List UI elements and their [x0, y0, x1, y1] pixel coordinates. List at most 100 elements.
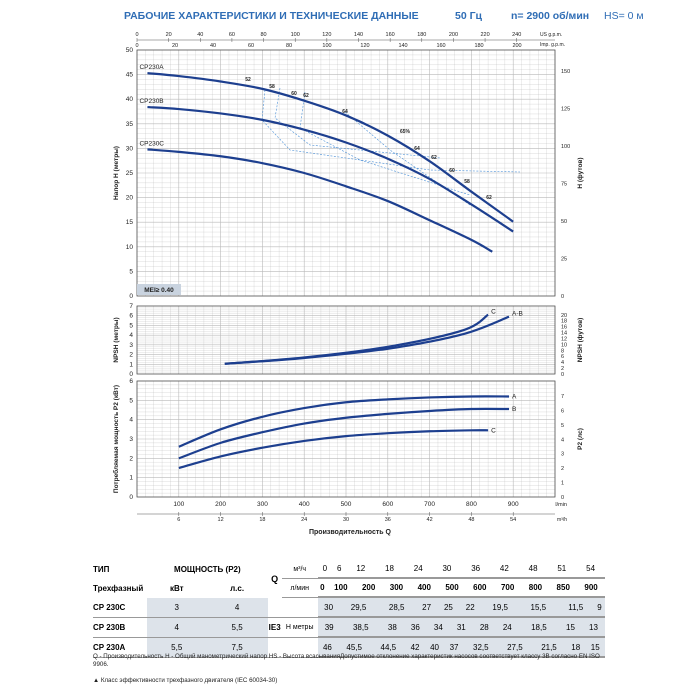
power-hp: 7,5 [206, 637, 268, 658]
head-value: 28,5 [377, 598, 416, 617]
unit-lmin: л/мин [281, 578, 318, 598]
efficiency-label: 62 [431, 155, 437, 161]
y-tick-label-right: 150 [561, 69, 570, 75]
unit-m3: м³/ч [281, 560, 318, 579]
head-value: 38,5 [340, 618, 381, 637]
q-value: 30 [432, 560, 462, 578]
x-tick-label: 600 [382, 501, 393, 508]
efficiency-label: 64 [342, 109, 348, 115]
impgpm-tick-label: 180 [474, 43, 483, 49]
h-label: H метры [281, 617, 318, 638]
usgpm-tick-label: 60 [229, 32, 235, 38]
x-tick-label: 300 [257, 501, 268, 508]
q-value: 900 [577, 579, 605, 597]
plot-frame [136, 380, 556, 498]
y-tick-label: 3 [129, 436, 133, 443]
head-value: 15,5 [519, 598, 558, 617]
y-tick-label-right: 1 [561, 481, 564, 487]
usgpm-tick-label: 220 [480, 32, 489, 38]
y-tick-label: 4 [129, 417, 133, 424]
power-hp: 4 [206, 597, 268, 618]
y-tick-label: 7 [129, 303, 133, 310]
y-tick-label: 6 [129, 313, 133, 320]
y-tick-label-right: 3 [561, 452, 564, 458]
head-value: 13 [581, 618, 605, 637]
usgpm-tick-label: 40 [197, 32, 203, 38]
ie-class [267, 597, 282, 618]
q-value: 6 [332, 560, 347, 578]
series-label: CP230A [139, 64, 164, 71]
x-tick-label: 700 [424, 501, 435, 508]
head-value: 44,5 [371, 638, 406, 657]
usgpm-tick-label: 100 [291, 32, 300, 38]
y-tick-label: 25 [126, 170, 134, 177]
m3-tick-label: 36 [385, 517, 391, 523]
x-tick-label: 400 [299, 501, 310, 508]
head-value: 11,5 [557, 598, 595, 617]
y-tick-label: 1 [129, 361, 133, 368]
usgpm-tick-label: 200 [449, 32, 458, 38]
x-tick-label: 200 [215, 501, 226, 508]
head-value: 27,5 [497, 638, 532, 657]
m3-tick-label: 24 [301, 517, 307, 523]
y-tick-label: 20 [126, 195, 134, 202]
efficiency-label: 58 [269, 84, 275, 90]
q-value: 100 [326, 579, 355, 597]
y-tick-label: 4 [129, 332, 133, 339]
x-tick-label: 900 [508, 501, 519, 508]
y-tick-label: 10 [126, 244, 134, 251]
frequency-label: 50 Гц [455, 10, 483, 22]
y-tick-label: 5 [129, 268, 133, 275]
head-value: 38 [380, 618, 404, 637]
y-tick-label: 15 [126, 219, 134, 226]
impgpm-tick-label: 0 [135, 43, 138, 49]
series-line-cp230a [147, 72, 514, 223]
y-tick-label-right: 2 [561, 466, 564, 472]
y-tick-label: 30 [126, 145, 134, 152]
y-axis-label: NPSH (метры) [113, 317, 120, 362]
y-tick-label: 5 [129, 397, 133, 404]
head-value: 34 [426, 618, 450, 637]
y-tick-label-right: 125 [561, 107, 570, 113]
col-q: Q [271, 573, 279, 584]
y-tick-label-right: 5 [561, 423, 564, 429]
power-kw: 3 [147, 597, 207, 618]
suction-height-label: HS= 0 м [604, 10, 644, 22]
head-value: 39 [317, 618, 341, 637]
head-value: 18,5 [518, 618, 559, 637]
m3-tick-label: 6 [177, 517, 180, 523]
col-type: ТИП [93, 564, 110, 574]
y-tick-label-right: 12 [561, 336, 567, 342]
head-value: 32,5 [463, 638, 498, 657]
y-axis-label: Потребляемая мощность P2 (кВт) [112, 385, 120, 493]
usgpm-unit: US g.p.m. [540, 32, 562, 38]
q-value: 48 [518, 560, 548, 578]
head-value: 9 [594, 598, 605, 617]
header: РАБОЧИЕ ХАРАКТЕРИСТИКИ И ТЕХНИЧЕСКИЕ ДАН… [0, 8, 700, 26]
y-tick-label-right: 20 [561, 313, 567, 319]
q-value: 24 [403, 560, 433, 578]
m3-tick-label: 54 [510, 517, 516, 523]
power-kw: 5,5 [147, 637, 207, 658]
series-line-cp230c [147, 148, 493, 253]
y-tick-label-right: 18 [561, 319, 567, 325]
table-row: CP 230B 4 5,5 IE3 H метры 39 38,5 38 36 34 31 28 24 1… [93, 617, 605, 638]
y-tick-label-right: 50 [561, 219, 567, 225]
panel-2 [136, 305, 556, 375]
impgpm-tick-label: 60 [248, 43, 254, 49]
head-value: 15 [558, 618, 582, 637]
panel-3 [136, 380, 556, 498]
q-value: 18 [375, 560, 404, 578]
m3-tick-label: 12 [218, 517, 224, 523]
col-power: МОЩНОСТЬ (P2) [174, 564, 241, 574]
y-tick-label-right: 4 [561, 437, 564, 443]
y-axis-label-right: NPSH (футов) [577, 318, 584, 363]
y-tick-label: 0 [129, 371, 133, 378]
y-tick-label: 5 [129, 322, 133, 329]
y-tick-label-right: 7 [561, 394, 564, 400]
head-value: 19,5 [481, 598, 520, 617]
ie-class [267, 637, 282, 658]
model-name: CP 230C [93, 597, 147, 618]
efficiency-label: 65% [400, 129, 411, 135]
usgpm-tick-label: 120 [322, 32, 331, 38]
